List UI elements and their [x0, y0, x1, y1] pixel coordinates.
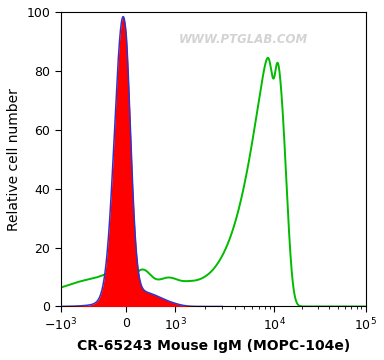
- Y-axis label: Relative cell number: Relative cell number: [7, 88, 21, 231]
- Text: WWW.PTGLAB.COM: WWW.PTGLAB.COM: [179, 32, 308, 46]
- X-axis label: CR-65243 Mouse IgM (MOPC-104e): CR-65243 Mouse IgM (MOPC-104e): [76, 339, 350, 353]
